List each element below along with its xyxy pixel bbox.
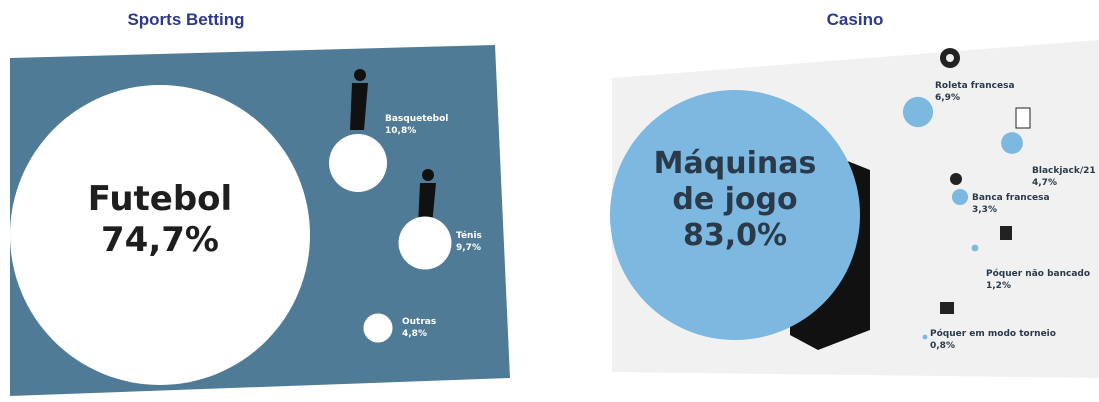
value-label: 1,2% bbox=[986, 281, 1011, 291]
value-label: 83,0% bbox=[682, 218, 788, 253]
bubble bbox=[398, 216, 452, 270]
bubble bbox=[10, 85, 310, 385]
value-label: 0,8% bbox=[930, 341, 955, 351]
category-label: Póquer em modo torneio bbox=[930, 329, 1056, 339]
value-label: 4,7% bbox=[1032, 178, 1057, 188]
category-label: Póquer não bancado bbox=[986, 269, 1091, 279]
value-label: 10,8% bbox=[385, 126, 417, 136]
category-label: Banca francesa bbox=[972, 193, 1050, 203]
casino-icons bbox=[940, 48, 1031, 314]
value-label: 9,7% bbox=[456, 243, 481, 253]
category-label: Roleta francesa bbox=[935, 81, 1015, 91]
bubble bbox=[902, 96, 934, 128]
main-label: Máquinas de jogo 83,0% bbox=[648, 146, 823, 254]
panel-title: Casino bbox=[826, 10, 884, 29]
value-label: 6,9% bbox=[935, 93, 960, 103]
bubble bbox=[610, 90, 860, 340]
category-label: Ténis bbox=[456, 231, 482, 241]
bubble bbox=[363, 313, 393, 343]
value-label: 4,8% bbox=[402, 329, 427, 339]
main-label: Futebol 74,7% bbox=[55, 179, 265, 261]
value-label: 3,3% bbox=[972, 205, 997, 215]
bubble bbox=[951, 188, 969, 206]
category-label: Máquinas de jogo bbox=[653, 146, 817, 217]
value-label: 74,7% bbox=[101, 220, 219, 260]
category-label: Outras bbox=[402, 317, 437, 327]
category-label: Basquetebol bbox=[385, 114, 449, 124]
bubble bbox=[1001, 132, 1023, 154]
bubble bbox=[329, 134, 387, 192]
category-label: Blackjack/21 bbox=[1032, 166, 1096, 176]
category-label: Futebol bbox=[87, 179, 233, 220]
bubble bbox=[971, 244, 979, 252]
panel-title: Sports Betting bbox=[127, 10, 245, 29]
bubble bbox=[922, 334, 928, 340]
